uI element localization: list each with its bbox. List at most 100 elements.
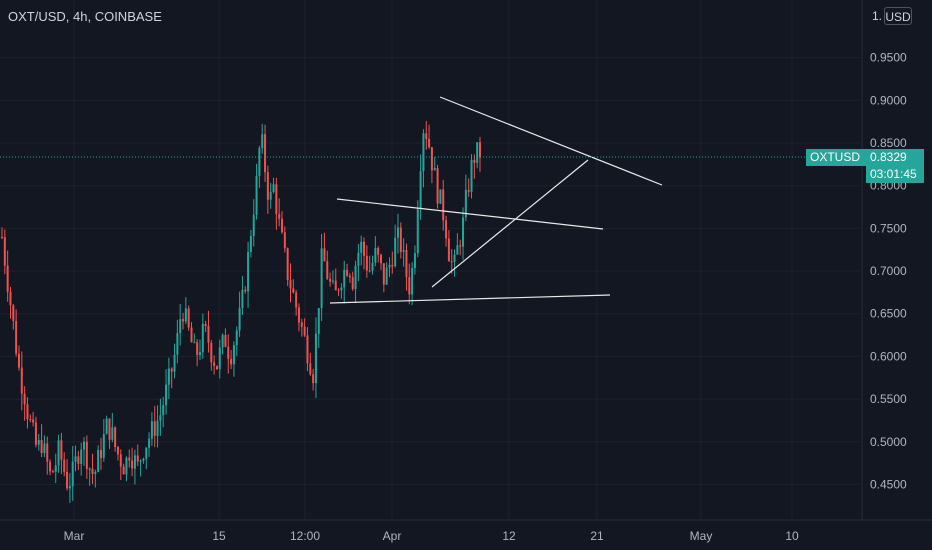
candle-body — [210, 342, 213, 363]
candle-body — [445, 220, 448, 239]
currency-button[interactable]: USD — [884, 7, 912, 25]
time-tick-label: 10 — [785, 529, 799, 543]
candle-body — [187, 308, 190, 328]
trendline-drawings[interactable] — [329, 96, 663, 304]
candle-body — [167, 368, 170, 385]
candle-body — [306, 335, 309, 364]
candle-body — [97, 449, 100, 472]
candle-body — [179, 319, 182, 334]
triangle-lower-line-2[interactable] — [329, 294, 611, 304]
candle-body — [3, 237, 6, 266]
time-axis[interactable]: Mar 15 12:00 Apr 12 21 May 10 — [64, 529, 799, 543]
candle-body — [331, 280, 334, 282]
time-tick-label: Apr — [383, 529, 402, 543]
candle-body — [193, 342, 196, 344]
candle-body — [85, 441, 88, 469]
candle-body — [408, 277, 411, 295]
candle-body — [235, 330, 238, 346]
price-tick-label: 0.9000 — [870, 93, 907, 107]
candle-body — [6, 265, 9, 292]
candle-body — [337, 290, 340, 292]
candle-body — [190, 327, 193, 343]
price-tick-label: 0.5000 — [870, 435, 907, 449]
candle-body — [32, 419, 35, 423]
candle-body — [295, 292, 298, 308]
candle-body — [43, 443, 46, 454]
candle-body — [159, 415, 162, 421]
candle-body — [396, 227, 399, 238]
candle-body — [1, 236, 3, 238]
price-tick-label: 0.7000 — [870, 264, 907, 278]
price-tick-label: 0.6500 — [870, 307, 907, 321]
candle-body — [255, 175, 258, 215]
candle-body — [66, 471, 69, 489]
candle-body — [430, 147, 433, 171]
candle-body — [470, 159, 473, 192]
candle-body — [176, 333, 179, 355]
candle-body — [252, 214, 255, 236]
triangle-upper-line-1[interactable] — [439, 96, 663, 186]
candle-body — [148, 438, 151, 448]
candle-body — [74, 456, 77, 462]
candle-body — [266, 172, 269, 200]
candle-body — [479, 142, 481, 158]
candle-body — [131, 460, 134, 469]
candle-body — [360, 241, 363, 253]
top-partial-price-label: 1. — [872, 9, 883, 23]
price-tick-label: 0.8500 — [870, 136, 907, 150]
candle-body — [317, 308, 320, 334]
candle-body — [232, 345, 235, 365]
candle-body — [320, 248, 323, 309]
candle-body — [283, 232, 286, 249]
candle-body — [196, 342, 199, 355]
candle-body — [391, 264, 394, 267]
candle-body — [258, 148, 261, 176]
candle-body — [122, 466, 125, 475]
candle-body — [363, 241, 366, 256]
candle-body — [419, 171, 422, 210]
candle-body — [94, 471, 97, 474]
candle-body — [125, 457, 128, 475]
candle-body — [297, 307, 300, 323]
price-tick-label: 0.9500 — [870, 51, 907, 65]
triangle-lower-line-1[interactable] — [431, 159, 589, 288]
candle-body — [428, 138, 431, 148]
candle-body — [411, 268, 414, 295]
candle-body — [83, 441, 86, 450]
candle-body — [227, 346, 230, 360]
candle-body — [348, 275, 351, 278]
candle-body — [382, 263, 385, 285]
time-tick-label: 12 — [502, 529, 516, 543]
candle-body — [105, 418, 108, 434]
candle-body — [261, 134, 264, 149]
candle-body — [88, 468, 91, 470]
candle-body — [312, 374, 315, 384]
candle-body — [142, 458, 145, 461]
candle-body — [230, 359, 233, 365]
candle-body — [49, 461, 52, 472]
candle-body — [224, 334, 227, 347]
candle-body — [213, 362, 216, 366]
candle-body — [402, 250, 405, 252]
candle-body — [343, 269, 346, 288]
candle-body — [464, 189, 467, 218]
candle-body — [54, 465, 57, 472]
candle-body — [275, 184, 278, 215]
candle-body — [278, 214, 281, 219]
symbol-price-tag: OXTUSD — [806, 149, 868, 166]
candle-body — [450, 261, 453, 263]
candle-body — [453, 254, 456, 262]
candle-body — [380, 254, 383, 264]
time-tick-label: 12:00 — [290, 529, 320, 543]
candle-body — [394, 237, 397, 267]
price-axis[interactable]: 0.4500 0.5000 0.5500 0.6000 0.6500 0.7000 0.75… — [870, 51, 907, 492]
triangle-upper-line-2[interactable] — [336, 198, 604, 230]
candle-body — [204, 323, 207, 327]
candle-body — [399, 227, 402, 252]
candle-body — [473, 159, 476, 163]
candle-body — [416, 209, 419, 254]
candle-body — [269, 191, 272, 200]
candle-body — [326, 261, 329, 279]
candle-body — [281, 218, 284, 233]
